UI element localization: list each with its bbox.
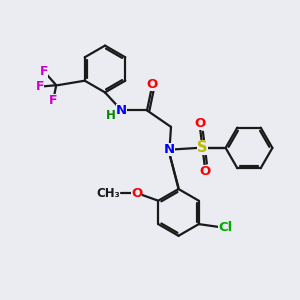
Text: F: F bbox=[40, 65, 49, 78]
Text: O: O bbox=[131, 187, 142, 200]
Text: Cl: Cl bbox=[218, 220, 232, 234]
Text: CH₃: CH₃ bbox=[96, 187, 120, 200]
Text: N: N bbox=[116, 104, 127, 117]
Text: O: O bbox=[194, 117, 206, 130]
Text: F: F bbox=[49, 94, 58, 107]
Text: O: O bbox=[199, 165, 211, 178]
Text: N: N bbox=[164, 143, 175, 156]
Text: S: S bbox=[197, 140, 208, 155]
Text: O: O bbox=[146, 78, 158, 91]
Text: H: H bbox=[106, 109, 116, 122]
Text: F: F bbox=[35, 80, 44, 93]
